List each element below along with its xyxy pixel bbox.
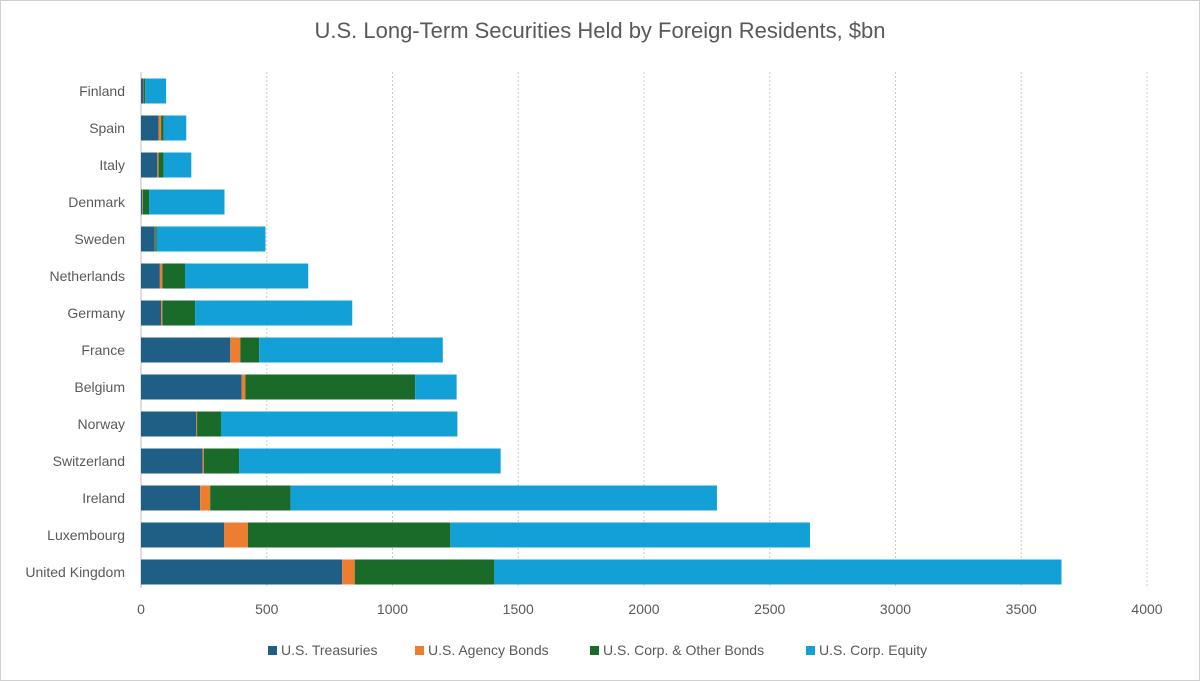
x-tick-label: 3500 [1006,601,1037,617]
bar-segment [141,522,224,548]
bar-segment [141,485,201,511]
category-label: Sweden [74,231,125,247]
bar-segment [415,374,457,400]
category-label: Norway [78,416,125,432]
category-label: Switzerland [53,453,125,469]
bar-segment [142,189,150,215]
bar-segment [450,522,810,548]
chart-title: U.S. Long-Term Securities Held by Foreig… [314,18,886,43]
bar-segment [162,263,186,289]
bar-segment [142,189,143,215]
category-label: Spain [89,120,125,136]
bar-segment [202,448,204,474]
bar-segment [141,559,343,585]
bar-segment [141,263,160,289]
bar-segment [145,78,167,104]
bar-segment [141,152,158,178]
legend-swatch [806,646,815,655]
bar-segment [141,226,155,252]
bar-segment [159,263,163,289]
legend-label: U.S. Treasuries [281,642,377,658]
legend-swatch [590,646,599,655]
category-label: France [81,342,125,358]
bar-segment [240,337,260,363]
bar-segment [195,300,353,326]
bar-segment [162,300,196,326]
legend-swatch [415,646,424,655]
bar-segment [156,226,266,252]
bar-segment [144,78,146,104]
bar-segment [210,485,291,511]
bar-segment [241,374,246,400]
bar-segment [203,448,240,474]
bar-segment [494,559,1062,585]
bar-segment [141,189,143,215]
legend-label: U.S. Corp. Equity [819,642,927,658]
category-label: Ireland [82,490,125,506]
bar-segment [259,337,443,363]
legend-label: U.S. Agency Bonds [428,642,549,658]
category-label: Italy [99,157,125,173]
bar-segment [158,152,164,178]
bar-segment [157,152,159,178]
bar-segment [155,226,157,252]
bar-segment [149,189,225,215]
x-tick-label: 0 [137,601,145,617]
bar-segment [163,115,187,141]
bar-segment [196,411,198,437]
bar-segment [230,337,241,363]
x-tick-label: 500 [255,601,279,617]
category-label: Germany [67,305,125,321]
legend-label: U.S. Corp. & Other Bonds [603,642,764,658]
x-tick-label: 1500 [503,601,534,617]
bar-segment [220,411,458,437]
bar-segment [141,300,162,326]
bar-segment [158,115,162,141]
category-label: Netherlands [50,268,126,284]
bar-segment [154,226,156,252]
x-tick-label: 3000 [880,601,911,617]
bar-segment [141,337,231,363]
bar-segment [163,152,192,178]
category-label: United Kingdom [25,564,125,580]
x-tick-label: 4000 [1131,601,1162,617]
bar-segment [141,115,159,141]
bar-segment [245,374,416,400]
x-tick-label: 2500 [754,601,785,617]
bar-segment [143,78,145,104]
bar-segment [354,559,495,585]
bar-segment [141,374,242,400]
bar-segment [161,115,164,141]
x-tick-label: 1000 [377,601,408,617]
x-tick-label: 2000 [628,601,659,617]
bar-segment [290,485,717,511]
bar-segment [247,522,451,548]
bar-segment [161,300,163,326]
bar-segment [185,263,309,289]
category-label: Luxembourg [47,527,125,543]
category-label: Denmark [68,194,126,210]
bar-segment [141,448,203,474]
bar-segment [239,448,501,474]
bar-segment [141,411,197,437]
bar-segment [342,559,355,585]
bar-segment [223,522,248,548]
legend-swatch [268,646,277,655]
bar-segment [197,411,221,437]
bar-segment [141,78,144,104]
category-label: Finland [79,83,125,99]
bar-segment [200,485,211,511]
category-label: Belgium [74,379,125,395]
